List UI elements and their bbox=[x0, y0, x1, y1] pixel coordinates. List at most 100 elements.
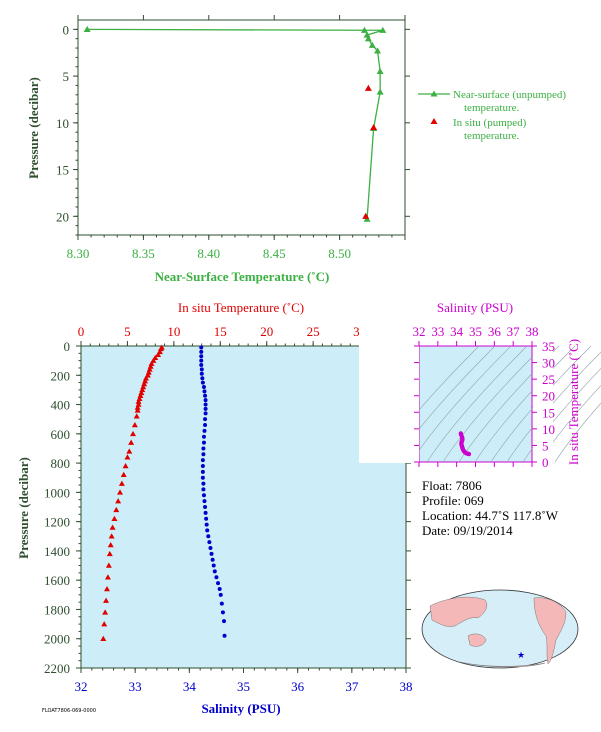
salinity-point bbox=[205, 528, 210, 533]
density-contour bbox=[554, 402, 601, 463]
temperature-point bbox=[109, 524, 116, 530]
salinity-point bbox=[200, 458, 205, 463]
density-contour bbox=[442, 345, 544, 463]
temperature-point bbox=[133, 413, 140, 419]
x-tick-label: 8.50 bbox=[328, 246, 351, 261]
salinity-point bbox=[202, 389, 207, 394]
temperature-tick-label: 20 bbox=[260, 324, 273, 339]
salinity-point bbox=[199, 363, 204, 368]
pumped-point bbox=[364, 84, 372, 91]
temperature-point bbox=[118, 480, 125, 486]
salinity-point bbox=[199, 354, 204, 359]
y-tick-label: 0 bbox=[63, 22, 70, 37]
temperature-tick-label: 15 bbox=[214, 324, 227, 339]
salinity-point bbox=[199, 345, 204, 350]
profile-ticks: 3233343536373805101520253035020040060080… bbox=[44, 324, 413, 694]
temperature-point bbox=[126, 448, 133, 454]
ts-temperature-tick-label: 0 bbox=[542, 455, 549, 470]
ts-salinity-tick-label: 32 bbox=[413, 324, 426, 339]
pressure-tick-label: 400 bbox=[51, 398, 71, 413]
salinity-point bbox=[216, 581, 221, 586]
salinity-point bbox=[201, 487, 206, 492]
float-location: Location: 44.7˚S 117.8˚W bbox=[422, 508, 558, 523]
temperature-point bbox=[117, 489, 123, 495]
near-surface-x-axis-label: Near-Surface Temperature (˚C) bbox=[155, 269, 330, 284]
unpumped-point bbox=[376, 67, 384, 75]
salinity-point bbox=[201, 481, 206, 486]
ts-series bbox=[458, 431, 472, 457]
temperature-tick-label: 0 bbox=[78, 324, 85, 339]
unpumped-point bbox=[374, 47, 382, 54]
near-surface-panel: 8.308.358.408.458.508.5505101520 Near-Su… bbox=[26, 15, 566, 284]
location-map: ★ bbox=[421, 589, 579, 669]
ts-mask-right bbox=[533, 345, 553, 463]
salinity-point bbox=[222, 619, 226, 624]
salinity-point bbox=[206, 534, 211, 539]
salinity-point bbox=[202, 428, 207, 433]
pressure-tick-label: 0 bbox=[64, 339, 71, 354]
ts-temperature-tick-label: 5 bbox=[542, 438, 549, 453]
temperature-point bbox=[107, 542, 114, 548]
salinity-point bbox=[200, 464, 205, 469]
profile-series bbox=[100, 344, 227, 641]
near-surface-series bbox=[83, 25, 387, 222]
ts-temperature-tick-label: 10 bbox=[542, 422, 555, 437]
pressure-tick-label: 2000 bbox=[44, 632, 70, 647]
pressure-tick-label: 600 bbox=[51, 427, 71, 442]
temperature-point bbox=[124, 454, 131, 460]
salinity-tick-label: 34 bbox=[183, 679, 197, 694]
profile-date: Date: 09/19/2014 bbox=[422, 523, 513, 538]
pumped-point bbox=[370, 124, 378, 131]
salinity-axis-label: Salinity (PSU) bbox=[201, 701, 280, 716]
temperature-point bbox=[103, 597, 110, 603]
salinity-point bbox=[203, 505, 208, 509]
ts-point bbox=[466, 451, 472, 457]
salinity-point bbox=[200, 380, 205, 385]
legend-label-pumped: In situ (pumped) temperature. bbox=[453, 117, 529, 142]
pressure-tick-label: 200 bbox=[51, 368, 71, 383]
salinity-point bbox=[219, 601, 224, 606]
density-contour bbox=[490, 345, 592, 463]
temperature-point bbox=[104, 574, 111, 580]
unpumped-point bbox=[83, 25, 91, 32]
salinity-point bbox=[222, 633, 227, 638]
y-tick-label: 10 bbox=[56, 116, 69, 131]
ts-temperature-tick-label: 15 bbox=[542, 405, 555, 420]
salinity-point bbox=[203, 402, 208, 407]
ts-temperature-tick-label: 35 bbox=[542, 339, 555, 354]
ts-mask-top bbox=[359, 246, 559, 345]
float-info: Float: 7806 Profile: 069 Location: 44.7˚… bbox=[422, 478, 558, 538]
salinity-point bbox=[210, 557, 215, 562]
pressure-tick-label: 1600 bbox=[44, 573, 70, 588]
temperature-point bbox=[105, 562, 112, 568]
ts-temperature-tick-label: 25 bbox=[542, 372, 555, 387]
salinity-point bbox=[199, 358, 204, 363]
pressure-tick-label: 800 bbox=[51, 456, 71, 471]
x-tick-label: 8.35 bbox=[132, 246, 155, 261]
map-land-asia bbox=[429, 596, 488, 627]
legend-marker-unpumped bbox=[430, 90, 438, 97]
temperature-point bbox=[100, 635, 107, 641]
salinity-point bbox=[199, 349, 204, 354]
salinity-point bbox=[201, 452, 206, 457]
unpumped-point bbox=[376, 88, 384, 95]
legend-label-unpumped-line1: Near-surface (unpumped) bbox=[453, 89, 566, 101]
x-tick-label: 8.45 bbox=[263, 246, 286, 261]
salinity-point bbox=[202, 499, 207, 504]
near-surface-y-axis-label: Pressure (decibar) bbox=[26, 77, 41, 179]
salinity-point bbox=[203, 406, 208, 411]
salinity-point bbox=[199, 367, 204, 372]
ts-salinity-tick-label: 33 bbox=[431, 324, 444, 339]
map-land-antarctica bbox=[459, 661, 546, 668]
profile-panel: 3233343536373805101520253035020040060080… bbox=[16, 300, 413, 716]
salinity-point bbox=[203, 411, 208, 416]
ts-plot-area bbox=[418, 345, 533, 463]
pumped-point bbox=[362, 212, 370, 219]
ts-temperature-tick-label: 20 bbox=[542, 389, 555, 404]
ts-salinity-tick-label: 34 bbox=[450, 324, 464, 339]
salinity-point bbox=[207, 540, 212, 545]
temperature-point bbox=[128, 439, 135, 445]
salinity-tick-label: 35 bbox=[237, 679, 250, 694]
